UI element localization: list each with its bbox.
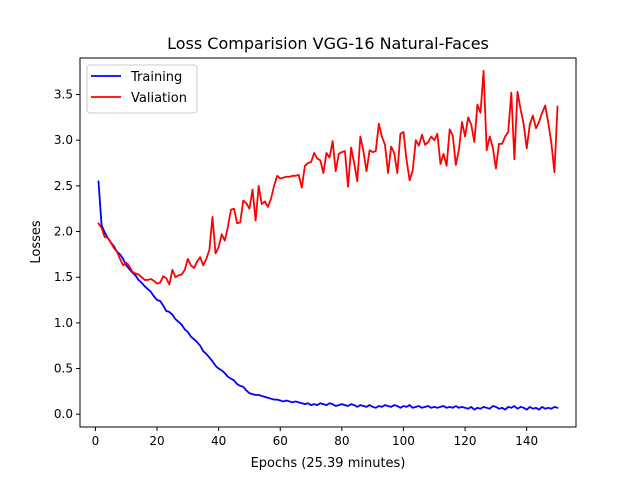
x-tick-label: 140	[515, 434, 538, 448]
axes-frame	[79, 57, 577, 428]
x-tick-label: 20	[149, 434, 164, 448]
y-tick-label: 1.0	[54, 316, 73, 330]
y-axis-ticks: 0.0 0.5 1.0 1.5 2.0 2.5 3.0 3.5	[54, 88, 80, 421]
x-tick-label: 80	[334, 434, 349, 448]
y-tick-label: 3.5	[54, 88, 73, 102]
series-line-valiation	[97, 69, 559, 286]
legend-label-valiation: Valiation	[131, 91, 187, 106]
legend-box	[86, 64, 198, 114]
plot-area: 0 20 40 60 80 100 120 140 0.0 0.5 1.0 1.5 2.0 2.5 3.0…	[54, 57, 577, 448]
series-line-training	[97, 180, 559, 411]
y-tick-label: 2.0	[54, 225, 73, 239]
y-tick-label: 3.0	[54, 133, 73, 147]
x-tick-label: 100	[392, 434, 415, 448]
x-tick-label: 120	[454, 434, 477, 448]
y-tick-label: 1.5	[54, 270, 73, 284]
y-tick-label: 0.0	[54, 407, 73, 421]
y-tick-label: 2.5	[54, 179, 73, 193]
x-tick-label: 0	[92, 434, 100, 448]
legend-label-training: Training	[130, 70, 182, 85]
legend: Training Valiation	[86, 64, 198, 114]
x-tick-label: 40	[211, 434, 226, 448]
x-axis-label: Epochs (25.39 minutes)	[251, 456, 406, 471]
x-tick-label: 60	[273, 434, 288, 448]
chart-title: Loss Comparision VGG-16 Natural-Faces	[167, 34, 489, 53]
y-axis-label: Losses	[29, 220, 44, 264]
x-axis-ticks: 0 20 40 60 80 100 120 140	[92, 427, 538, 448]
y-tick-label: 0.5	[54, 362, 73, 376]
series-layer	[97, 69, 559, 411]
